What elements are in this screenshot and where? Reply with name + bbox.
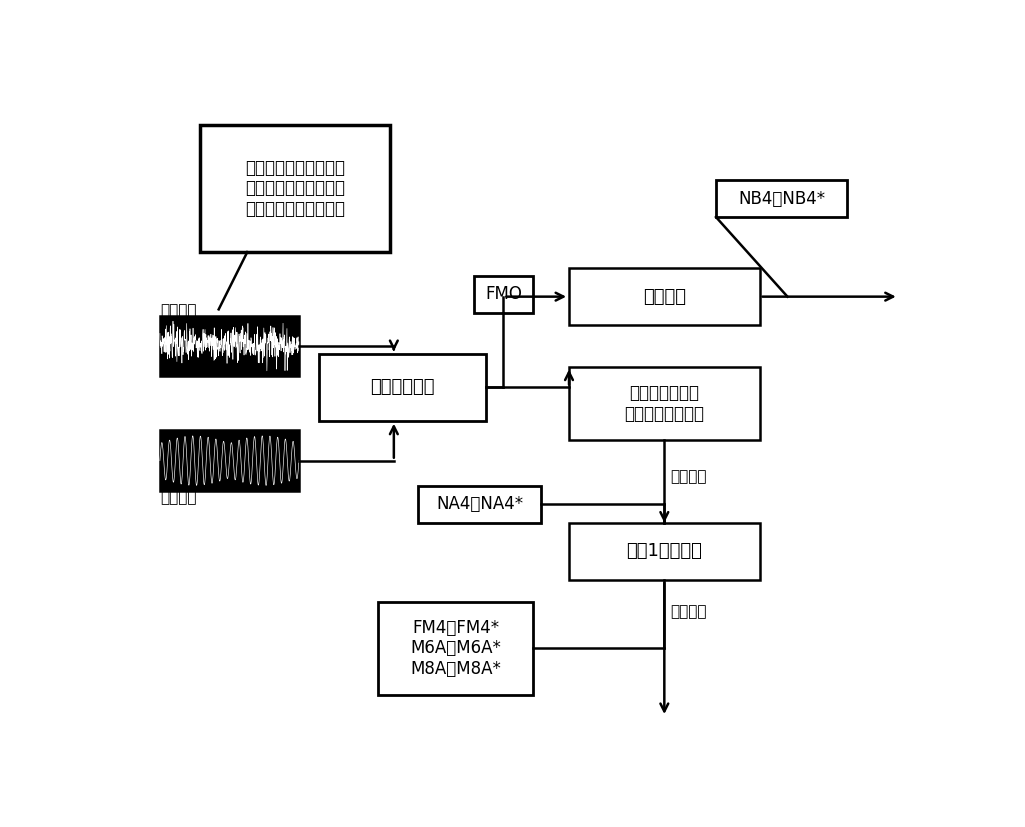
- Text: FMO: FMO: [485, 285, 522, 304]
- Text: 差分信号: 差分信号: [670, 605, 706, 619]
- Text: 包络信号: 包络信号: [643, 288, 686, 306]
- Bar: [319, 354, 486, 421]
- Text: 时域同步平均: 时域同步平均: [370, 379, 435, 396]
- Bar: [200, 125, 391, 252]
- Bar: [418, 485, 541, 523]
- Bar: [160, 316, 299, 376]
- Bar: [160, 430, 299, 491]
- Text: NB4、NB4*: NB4、NB4*: [738, 189, 825, 208]
- Text: 转速信号: 转速信号: [160, 490, 197, 504]
- Bar: [569, 523, 760, 580]
- Bar: [715, 180, 847, 217]
- Text: 最大值、最小值、峰峰
值、均值、均方值、均
方根、方差、标准差等: 最大值、最小值、峰峰 值、均值、均方值、均 方根、方差、标准差等: [245, 159, 345, 218]
- Text: 原始信号: 原始信号: [160, 304, 197, 318]
- Bar: [569, 268, 760, 325]
- Bar: [378, 602, 533, 695]
- Text: 剩余信号: 剩余信号: [670, 469, 706, 484]
- Bar: [474, 275, 533, 313]
- Text: NA4、NA4*: NA4、NA4*: [436, 495, 523, 514]
- Text: FM4、FM4*
M6A、M6A*
M8A、M8A*: FM4、FM4* M6A、M6A* M8A、M8A*: [410, 619, 501, 678]
- Text: 去除轴频及其谐
波、啮频及其谐波: 去除轴频及其谐 波、啮频及其谐波: [624, 384, 704, 423]
- Text: 去除1阶边频带: 去除1阶边频带: [626, 543, 702, 561]
- Bar: [569, 366, 760, 440]
